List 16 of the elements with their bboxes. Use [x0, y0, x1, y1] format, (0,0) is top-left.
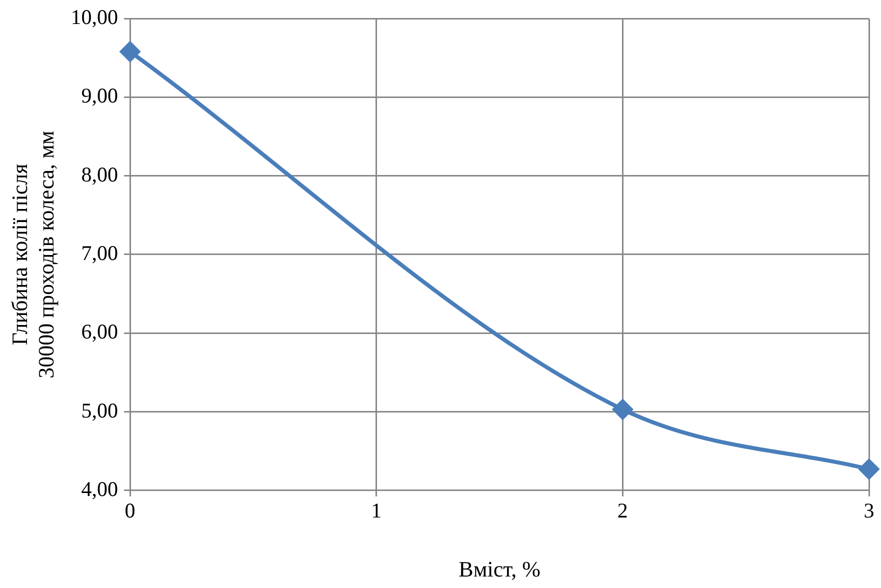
- x-tick-label: 3: [864, 498, 874, 523]
- x-axis-title: Вміст, %: [458, 556, 540, 582]
- y-tick-label: 4,00: [81, 476, 118, 501]
- point: [612, 399, 633, 420]
- y-tick-label: 9,00: [81, 84, 118, 108]
- y-axis-title: Глибина колії після 30000 проходів колеса, мм: [6, 130, 58, 378]
- y-tick-label: 7,00: [81, 241, 118, 266]
- x-tick-label: 1: [371, 498, 382, 523]
- point: [120, 42, 140, 62]
- y-tick-label: 6,00: [81, 320, 118, 344]
- x-tick-label: 2: [617, 498, 628, 523]
- y-tick-label: 8,00: [81, 162, 118, 186]
- y-tick-label: 5,00: [81, 398, 118, 422]
- point: [859, 459, 879, 480]
- x-tick-label: 0: [124, 498, 136, 523]
- y-tick-label: 10,00: [70, 5, 118, 30]
